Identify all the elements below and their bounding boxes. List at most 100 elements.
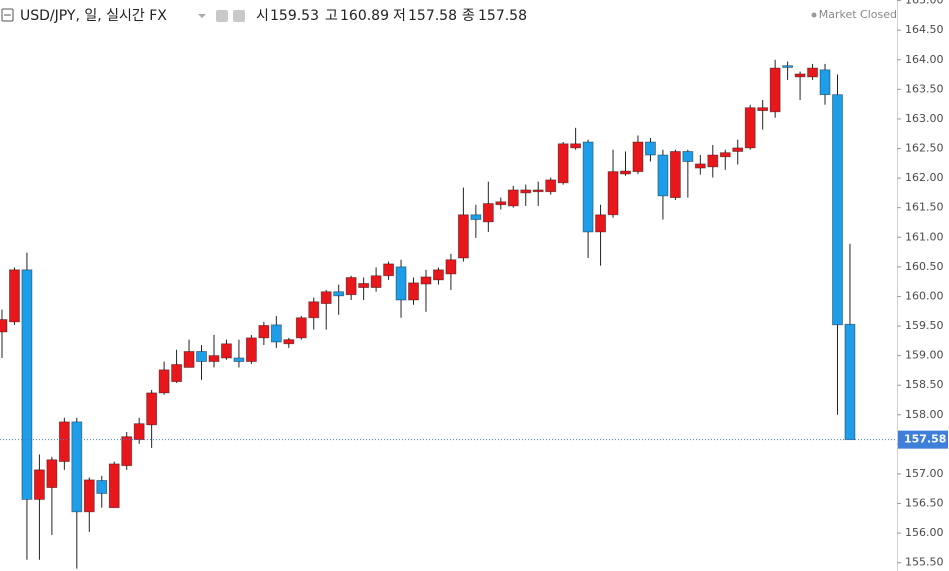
candle-body: [433, 269, 444, 281]
candle-body: [682, 151, 694, 162]
collapse-icon[interactable]: [1, 8, 14, 22]
candle-body: [171, 364, 182, 383]
candle-body: [108, 463, 120, 509]
candle-body: [146, 392, 158, 426]
candle-body: [270, 324, 282, 343]
low-label: 저: [393, 8, 406, 24]
y-tick-label: 160.50: [905, 260, 944, 273]
candle-body: [46, 459, 58, 488]
y-tick-label: 164.00: [905, 53, 944, 66]
y-tick-label: 156.50: [905, 497, 944, 510]
y-tick-label: 163.00: [905, 112, 944, 125]
y-tick-label: 161.00: [905, 230, 944, 243]
candle-body: [794, 73, 806, 78]
y-tick-label: 155.50: [905, 556, 944, 569]
candle-body: [221, 343, 232, 359]
candle-body: [358, 283, 370, 288]
candle-body: [445, 259, 457, 275]
candle-body: [370, 275, 382, 288]
close-value: 157.58: [478, 8, 527, 24]
candle-body: [58, 421, 70, 462]
candle-body: [420, 276, 432, 285]
open-label: 시: [256, 8, 269, 24]
candle-body: [707, 154, 719, 168]
y-tick-label: 159.00: [905, 349, 944, 362]
candle-body: [532, 189, 544, 193]
candle-body: [757, 107, 769, 112]
candle-body: [208, 355, 220, 362]
candle-body: [9, 269, 20, 323]
last-price-box: [898, 430, 948, 449]
y-tick-label: 165.00: [905, 0, 944, 7]
y-tick-label: 162.00: [905, 171, 944, 184]
candle-body: [133, 423, 145, 441]
candle-body: [719, 152, 731, 158]
candle-body: [607, 171, 619, 216]
candle-body: [520, 189, 532, 194]
low-value: 157.58: [408, 8, 457, 24]
market-status: Market Closed: [819, 8, 897, 21]
candle-body: [657, 154, 669, 197]
candle-body: [819, 69, 831, 96]
candle-body: [295, 317, 307, 339]
y-tick-label: 162.50: [905, 142, 944, 155]
candle-body: [782, 65, 794, 68]
candle-body: [258, 325, 270, 339]
settings-icon[interactable]: [216, 10, 228, 22]
y-tick-label: 161.50: [905, 201, 944, 214]
y-tick-label: 157.00: [905, 467, 944, 480]
candle-body: [320, 291, 332, 304]
dropdown-arrow[interactable]: [198, 14, 206, 18]
compare-icon[interactable]: [233, 10, 245, 22]
candle-body: [570, 143, 582, 149]
candle-body: [158, 369, 170, 394]
candle-body: [83, 479, 95, 513]
header: USD/JPY, 일, 실시간 FX 시 159.53 고 160.89 저 1…: [1, 8, 897, 24]
candle-body: [669, 151, 681, 199]
y-tick-label: 164.50: [905, 23, 944, 36]
y-tick-label: 163.50: [905, 82, 944, 95]
symbol-title: USD/JPY, 일, 실시간 FX: [20, 8, 167, 24]
candle-body: [507, 189, 519, 207]
candle-body: [333, 291, 345, 297]
candle-body: [769, 67, 781, 113]
high-label: 고: [325, 8, 338, 24]
candle-body: [183, 351, 195, 368]
candle-body: [595, 214, 606, 233]
candle-body: [245, 337, 257, 362]
candle-body: [545, 179, 557, 193]
candle-body: [844, 323, 856, 441]
plot-area: [0, 59, 897, 569]
candle-body: [694, 163, 706, 169]
y-tick-label: 158.00: [905, 408, 944, 421]
candle-body: [732, 147, 744, 152]
candle-body: [632, 141, 644, 172]
y-tick-label: 160.00: [905, 289, 944, 302]
candle-body: [0, 319, 8, 333]
candle-body: [21, 269, 33, 500]
candle-body: [620, 170, 631, 175]
candle-body: [807, 67, 818, 78]
close-label: 종: [462, 8, 475, 24]
y-tick-label: 156.00: [905, 526, 944, 539]
high-value: 160.89: [340, 8, 389, 24]
candle-body: [345, 277, 357, 296]
y-tick-label: 158.50: [905, 378, 944, 391]
y-tick-label: 159.50: [905, 319, 944, 332]
candle-body: [582, 141, 594, 233]
candle-body: [283, 339, 295, 345]
candle-body: [482, 203, 494, 223]
candle-body: [832, 94, 843, 326]
candle-body: [308, 301, 320, 319]
candle-body: [71, 421, 83, 513]
status-dot: [811, 12, 817, 18]
candle-body: [457, 214, 469, 259]
candle-body: [645, 141, 656, 156]
candle-body: [408, 282, 419, 301]
last-price-label: 157.58: [904, 433, 946, 446]
candle-body: [96, 480, 108, 494]
candle-body: [196, 351, 207, 362]
candle-body: [395, 266, 407, 301]
